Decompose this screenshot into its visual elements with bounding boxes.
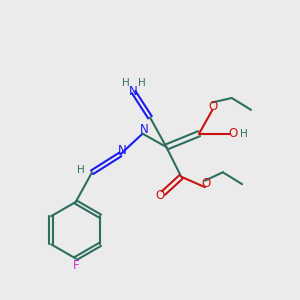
Text: N: N bbox=[140, 123, 149, 136]
Text: O: O bbox=[208, 100, 217, 112]
Text: O: O bbox=[228, 127, 237, 140]
Text: H: H bbox=[138, 78, 146, 88]
Text: O: O bbox=[155, 189, 164, 202]
Text: H: H bbox=[240, 129, 248, 139]
Text: N: N bbox=[129, 85, 138, 98]
Text: H: H bbox=[77, 165, 85, 175]
Text: H: H bbox=[122, 78, 130, 88]
Text: F: F bbox=[72, 260, 79, 272]
Text: N: N bbox=[118, 144, 127, 157]
Text: O: O bbox=[202, 177, 211, 190]
